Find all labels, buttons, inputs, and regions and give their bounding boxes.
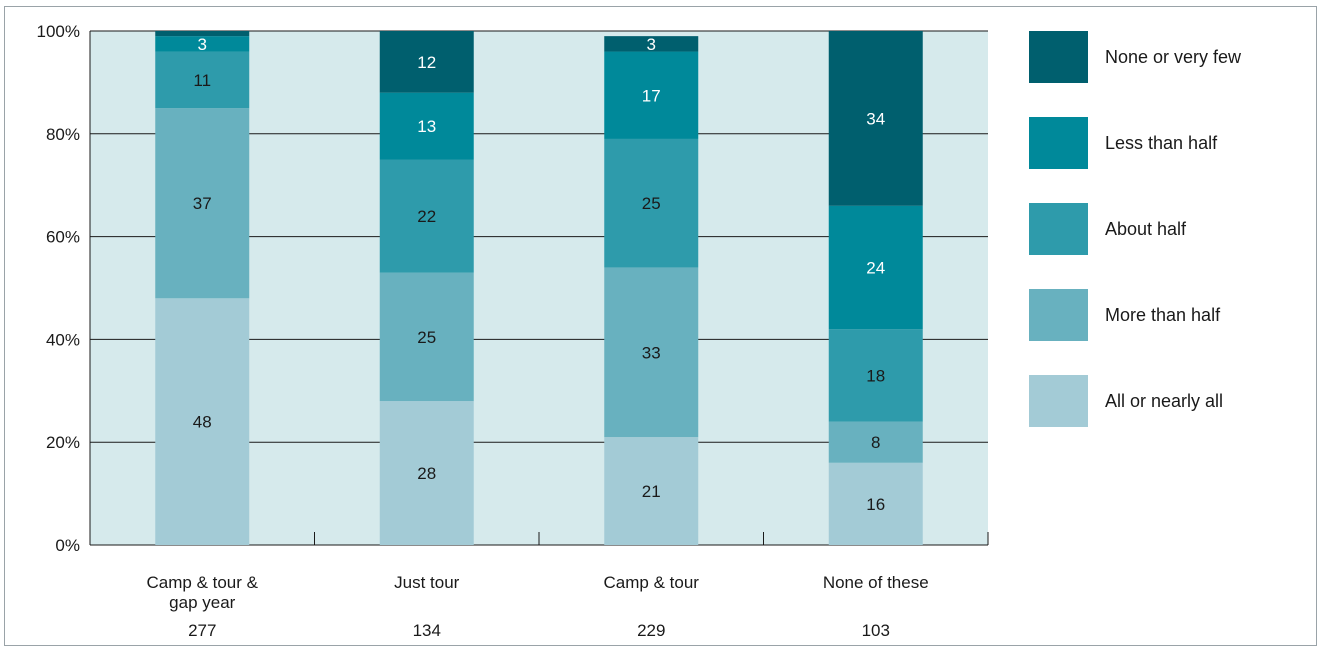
x-category-label-camp-tour-line-0: Camp & tour xyxy=(604,573,700,592)
bar-none-of-these-all-or-nearly-all xyxy=(828,462,923,545)
data-label-camp-tour-all-or-nearly-all: 21 xyxy=(642,482,661,501)
y-tick-label-80: 80% xyxy=(46,125,80,144)
bar-camp-tour-all-or-nearly-all xyxy=(604,437,699,545)
bar-just-tour-less-than-half xyxy=(379,92,474,160)
bar-none-of-these-none-or-very-few xyxy=(828,31,923,206)
data-label-none-of-these-all-or-nearly-all: 16 xyxy=(866,495,885,514)
data-label-none-of-these-more-than-half: 8 xyxy=(871,433,880,452)
data-label-camp-tour-gap-year-all-or-nearly-all: 48 xyxy=(193,413,212,432)
y-tick-label-60: 60% xyxy=(46,228,80,247)
data-label-just-tour-all-or-nearly-all: 28 xyxy=(417,464,436,483)
y-tick-label-20: 20% xyxy=(46,433,80,452)
bar-camp-tour-gap-year-none-or-very-few xyxy=(155,31,250,37)
x-category-count-camp-tour-gap-year: 277 xyxy=(188,621,216,640)
x-category-label-none-of-these-line-0: None of these xyxy=(823,573,929,592)
data-label-camp-tour-gap-year-more-than-half: 37 xyxy=(193,194,212,213)
bar-camp-tour-gap-year-all-or-nearly-all xyxy=(155,298,250,545)
data-label-camp-tour-gap-year-less-than-half: 3 xyxy=(198,35,207,54)
data-label-just-tour-about-half: 22 xyxy=(417,207,436,226)
data-label-camp-tour-gap-year-about-half: 11 xyxy=(193,71,211,90)
bar-camp-tour-gap-year-about-half xyxy=(155,51,250,109)
data-label-just-tour-less-than-half: 13 xyxy=(417,117,436,136)
legend-label-about-half: About half xyxy=(1105,219,1187,239)
chart-frame xyxy=(4,6,1317,646)
x-category-count-none-of-these: 103 xyxy=(862,621,890,640)
data-label-none-of-these-about-half: 18 xyxy=(866,366,885,385)
bar-camp-tour-more-than-half xyxy=(604,267,699,438)
bar-just-tour-about-half xyxy=(379,159,474,273)
data-label-camp-tour-about-half: 25 xyxy=(642,194,661,213)
legend-label-more-than-half: More than half xyxy=(1105,305,1221,325)
bar-just-tour-more-than-half xyxy=(379,272,474,402)
bar-camp-tour-gap-year-less-than-half xyxy=(155,36,250,52)
data-label-camp-tour-more-than-half: 33 xyxy=(642,343,661,362)
x-category-count-just-tour: 134 xyxy=(413,621,441,640)
legend-label-none-or-very-few: None or very few xyxy=(1105,47,1242,67)
bar-camp-tour-none-or-very-few xyxy=(604,36,699,52)
bar-none-of-these-more-than-half xyxy=(828,421,923,463)
data-label-none-of-these-none-or-very-few: 34 xyxy=(866,109,885,128)
legend-swatch-less-than-half xyxy=(1029,117,1088,169)
bar-camp-tour-about-half xyxy=(604,138,699,268)
bar-none-of-these-about-half xyxy=(828,329,923,422)
bar-camp-tour-gap-year-more-than-half xyxy=(155,108,250,299)
data-label-just-tour-none-or-very-few: 12 xyxy=(417,53,436,72)
bar-none-of-these-less-than-half xyxy=(828,205,923,330)
bar-camp-tour-less-than-half xyxy=(604,51,699,139)
legend-label-less-than-half: Less than half xyxy=(1105,133,1218,153)
legend-label-all-or-nearly-all: All or nearly all xyxy=(1105,391,1223,411)
legend-swatch-about-half xyxy=(1029,203,1088,255)
bar-just-tour-all-or-nearly-all xyxy=(379,401,474,545)
x-category-label-just-tour-line-0: Just tour xyxy=(394,573,460,592)
bar-just-tour-none-or-very-few xyxy=(379,31,474,93)
data-label-camp-tour-less-than-half: 17 xyxy=(642,86,661,105)
y-tick-label-0: 0% xyxy=(55,536,80,555)
legend-swatch-all-or-nearly-all xyxy=(1029,375,1088,427)
legend-swatch-more-than-half xyxy=(1029,289,1088,341)
y-tick-label-100: 100% xyxy=(37,22,80,41)
x-category-label-camp-tour-gap-year-line-0: Camp & tour & xyxy=(147,573,259,592)
y-tick-label-40: 40% xyxy=(46,330,80,349)
legend-swatch-none-or-very-few xyxy=(1029,31,1088,83)
x-category-label-camp-tour-gap-year-line-1: gap year xyxy=(169,593,235,612)
data-label-just-tour-more-than-half: 25 xyxy=(417,328,436,347)
data-label-none-of-these-less-than-half: 24 xyxy=(866,258,885,277)
x-category-count-camp-tour: 229 xyxy=(637,621,665,640)
data-label-camp-tour-none-or-very-few: 3 xyxy=(647,35,656,54)
